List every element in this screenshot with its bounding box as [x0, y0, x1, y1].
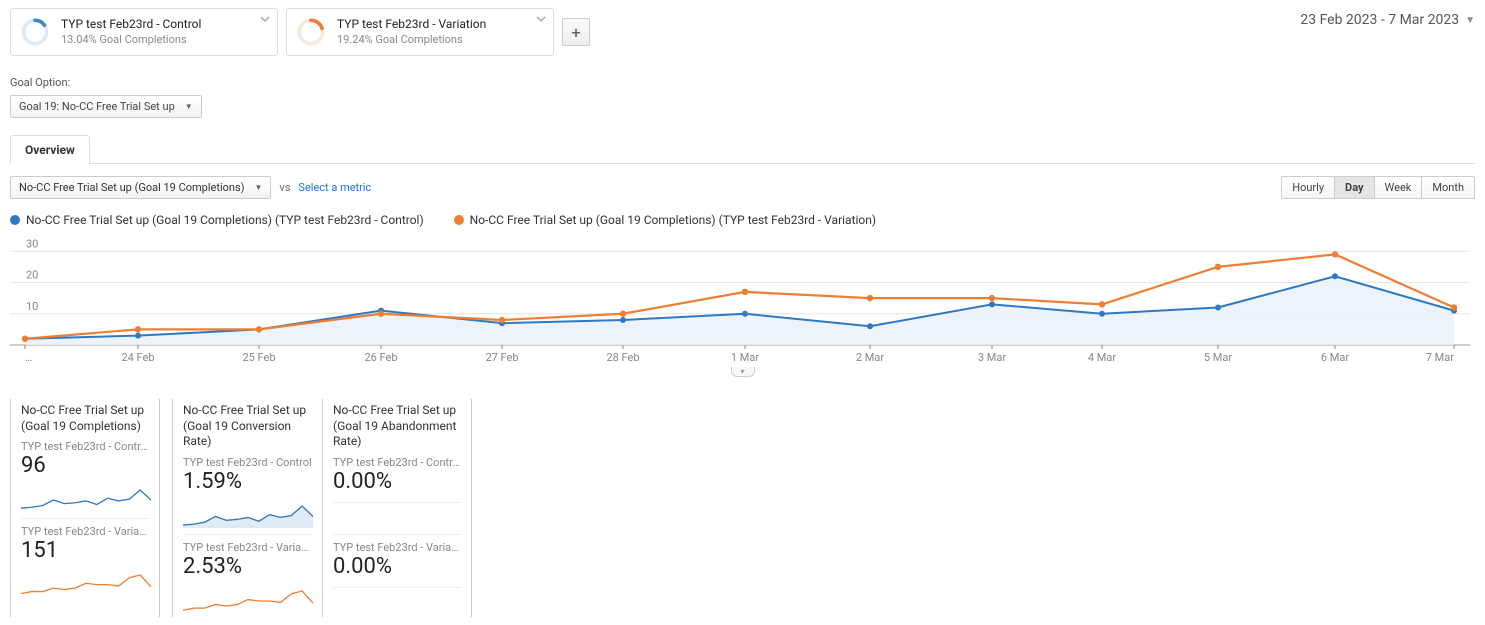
legend-item-variation: No-CC Free Trial Set up (Goal 19 Complet…	[454, 213, 876, 227]
granularity-day[interactable]: Day	[1335, 176, 1375, 199]
line-chart-svg: 10 20 30 … 24 Feb 25 Feb 26 Feb 27 Feb 28 Feb 1 M…	[10, 237, 1470, 367]
add-segment-button[interactable]: +	[562, 18, 590, 46]
legend-label: No-CC Free Trial Set up (Goal 19 Complet…	[26, 213, 424, 227]
triangle-down-icon: ▼	[1465, 15, 1475, 26]
goal-option-value: Goal 19: No-CC Free Trial Set up	[19, 100, 175, 113]
svg-text:1 Mar: 1 Mar	[731, 351, 759, 364]
kpi-sub: TYP test Feb23rd - Variati…	[21, 525, 149, 538]
tab-label: Overview	[25, 143, 75, 157]
legend-item-control: No-CC Free Trial Set up (Goal 19 Complet…	[10, 213, 424, 227]
chevron-down-icon[interactable]	[259, 13, 271, 28]
kpi-value: 0.00%	[333, 469, 461, 494]
line-chart: 10 20 30 … 24 Feb 25 Feb 26 Feb 27 Feb 28 Feb 1 M…	[10, 237, 1475, 377]
svg-text:…: …	[25, 351, 32, 364]
segment-card-title: TYP test Feb23rd - Control	[61, 17, 201, 33]
date-range-picker[interactable]: 23 Feb 2023 - 7 Mar 2023 ▼	[1300, 8, 1475, 28]
chevron-down-icon[interactable]	[535, 13, 547, 28]
svg-text:5 Mar: 5 Mar	[1204, 351, 1232, 364]
legend-label: No-CC Free Trial Set up (Goal 19 Complet…	[470, 213, 876, 227]
svg-text:6 Mar: 6 Mar	[1321, 351, 1349, 364]
sparkline	[183, 587, 312, 613]
sparkline	[21, 571, 149, 597]
kpi-block: TYP test Feb23rd - Control1.59%	[183, 456, 312, 528]
metric-row-left: No-CC Free Trial Set up (Goal 19 Complet…	[10, 176, 371, 199]
triangle-down-icon: ▼	[254, 183, 262, 192]
kpi-card-pair: No-CC Free Trial Set up (Goal 19 Convers…	[172, 399, 472, 617]
granularity-hourly[interactable]: Hourly	[1281, 176, 1335, 199]
triangle-down-icon: ▼	[185, 102, 193, 111]
kpi-block: TYP test Feb23rd - Control96	[21, 440, 149, 512]
svg-text:26 Feb: 26 Feb	[364, 351, 397, 364]
segment-card-text: TYP test Feb23rd - Variation 19.24% Goal…	[337, 17, 486, 47]
kpi-sub: TYP test Feb23rd - Variati…	[333, 541, 461, 554]
legend-dot-icon	[10, 215, 20, 225]
segment-card-text: TYP test Feb23rd - Control 13.04% Goal C…	[61, 17, 201, 47]
date-range-label: 23 Feb 2023 - 7 Mar 2023	[1300, 12, 1459, 28]
kpi-card[interactable]: No-CC Free Trial Set up (Goal 19 Convers…	[172, 399, 322, 617]
kpi-card[interactable]: No-CC Free Trial Set up (Goal 19 Abandon…	[322, 399, 472, 617]
primary-metric-select[interactable]: No-CC Free Trial Set up (Goal 19 Complet…	[10, 176, 271, 199]
segment-card-control[interactable]: TYP test Feb23rd - Control 13.04% Goal C…	[10, 8, 278, 56]
svg-text:4 Mar: 4 Mar	[1088, 351, 1116, 364]
kpi-title: No-CC Free Trial Set up (Goal 19 Complet…	[21, 403, 149, 434]
kpi-value: 1.59%	[183, 469, 312, 494]
svg-text:25 Feb: 25 Feb	[242, 351, 275, 364]
svg-text:20: 20	[26, 269, 38, 282]
svg-text:2 Mar: 2 Mar	[856, 351, 884, 364]
tab-bar: Overview	[10, 134, 1475, 164]
svg-text:7 Mar: 7 Mar	[1426, 351, 1454, 364]
svg-text:27 Feb: 27 Feb	[485, 351, 518, 364]
primary-metric-label: No-CC Free Trial Set up (Goal 19 Complet…	[19, 181, 244, 194]
sparkline	[333, 587, 461, 613]
kpi-sub: TYP test Feb23rd - Variati…	[183, 541, 312, 554]
svg-text:3 Mar: 3 Mar	[978, 351, 1006, 364]
segment-card-sub: 19.24% Goal Completions	[337, 33, 486, 47]
donut-icon	[19, 16, 51, 48]
tab-overview[interactable]: Overview	[10, 135, 90, 164]
donut-icon	[295, 16, 327, 48]
legend-dot-icon	[454, 215, 464, 225]
kpi-sub: TYP test Feb23rd - Control	[21, 440, 149, 453]
kpi-value: 2.53%	[183, 554, 312, 579]
select-metric-link[interactable]: Select a metric	[298, 181, 371, 194]
kpi-cards-row: No-CC Free Trial Set up (Goal 19 Complet…	[10, 399, 1475, 617]
top-row: TYP test Feb23rd - Control 13.04% Goal C…	[10, 8, 1475, 56]
segment-card-title: TYP test Feb23rd - Variation	[337, 17, 486, 33]
kpi-card[interactable]: No-CC Free Trial Set up (Goal 19 Complet…	[10, 399, 160, 617]
kpi-title: No-CC Free Trial Set up (Goal 19 Convers…	[183, 403, 312, 450]
granularity-month[interactable]: Month	[1422, 176, 1475, 199]
kpi-value: 151	[21, 538, 149, 563]
segment-card-variation[interactable]: TYP test Feb23rd - Variation 19.24% Goal…	[286, 8, 554, 56]
segment-card-sub: 13.04% Goal Completions	[61, 33, 201, 47]
plus-icon: +	[571, 23, 580, 42]
kpi-block: TYP test Feb23rd - Variati…2.53%	[183, 534, 312, 613]
kpi-value: 0.00%	[333, 554, 461, 579]
chart-legend: No-CC Free Trial Set up (Goal 19 Complet…	[10, 213, 1475, 227]
svg-text:24 Feb: 24 Feb	[121, 351, 154, 364]
kpi-sub: TYP test Feb23rd - Control	[183, 456, 312, 469]
metric-row: No-CC Free Trial Set up (Goal 19 Complet…	[10, 176, 1475, 199]
granularity-group: HourlyDayWeekMonth	[1281, 176, 1475, 199]
goal-option-select[interactable]: Goal 19: No-CC Free Trial Set up ▼	[10, 95, 202, 118]
kpi-block: TYP test Feb23rd - Variati…151	[21, 518, 149, 597]
kpi-value: 96	[21, 453, 149, 478]
kpi-sub: TYP test Feb23rd - Control	[333, 456, 461, 469]
vs-label: vs	[279, 181, 290, 194]
sparkline	[333, 502, 461, 528]
svg-text:10: 10	[26, 300, 38, 313]
svg-text:30: 30	[26, 237, 38, 250]
goal-option-label: Goal Option:	[10, 76, 1475, 89]
sparkline	[21, 486, 149, 512]
kpi-block: TYP test Feb23rd - Variati…0.00%	[333, 534, 461, 613]
granularity-week[interactable]: Week	[1375, 176, 1423, 199]
kpi-block: TYP test Feb23rd - Control0.00%	[333, 456, 461, 528]
kpi-title: No-CC Free Trial Set up (Goal 19 Abandon…	[333, 403, 461, 450]
sparkline	[183, 502, 312, 528]
svg-text:28 Feb: 28 Feb	[606, 351, 639, 364]
chart-expand-handle[interactable]	[731, 367, 755, 377]
